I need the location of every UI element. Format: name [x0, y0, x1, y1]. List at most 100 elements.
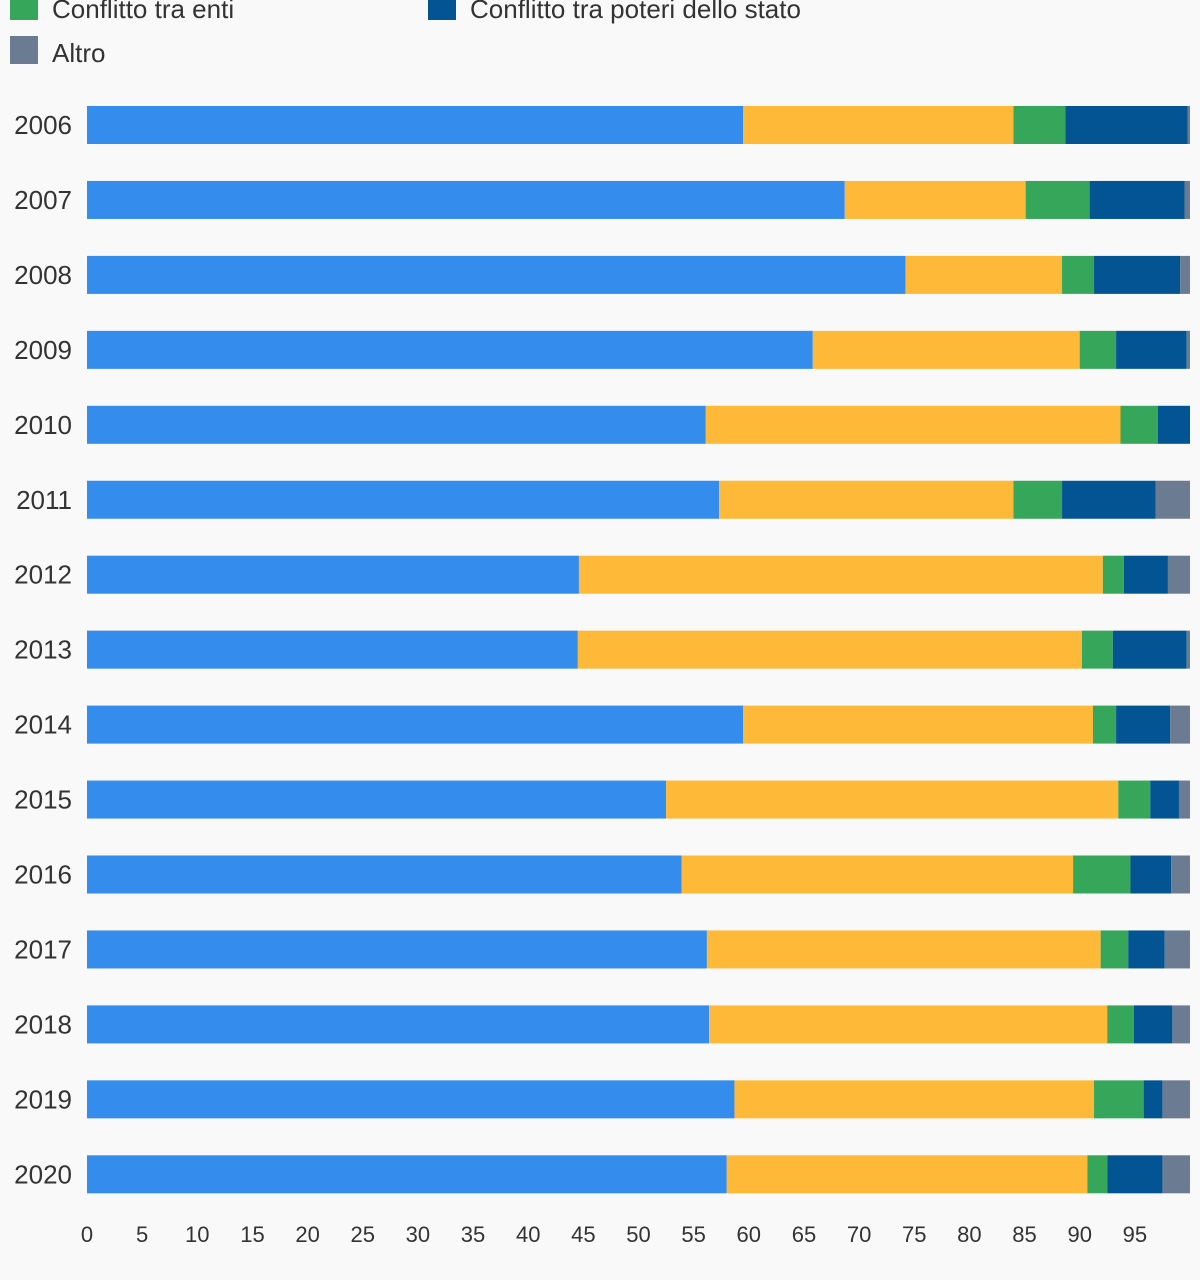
bar-segment-2019-series-4 — [1162, 1080, 1190, 1119]
bar-segment-2007-series-3 — [1089, 180, 1185, 219]
bar-segment-2014-series-1 — [743, 705, 1093, 744]
bar-segment-2010-series-0 — [87, 405, 706, 444]
bar-segment-2015-series-2 — [1118, 780, 1151, 819]
bar-segment-2015-series-4 — [1178, 780, 1190, 819]
bar-segment-2006-series-4 — [1187, 106, 1190, 144]
x-tick-label-0: 0 — [81, 1222, 93, 1247]
x-tick-label-30: 30 — [406, 1222, 430, 1247]
bar-segment-2011-series-2 — [1013, 480, 1063, 519]
bar-segment-2018-series-1 — [709, 1005, 1108, 1044]
bar-segment-2013-series-0 — [87, 630, 578, 669]
bar-segment-2020-series-0 — [87, 1155, 727, 1194]
y-tick-label-2011: 2011 — [16, 485, 72, 515]
bar-segment-2017-series-3 — [1128, 930, 1165, 969]
x-tick-label-10: 10 — [185, 1222, 209, 1247]
bar-segment-2008-series-0 — [87, 255, 906, 294]
y-axis-labels: 2006 2007 2008 2009 2010 2011 2012 2013 2014 2015… — [14, 110, 72, 1189]
bar-segment-2007-series-0 — [87, 180, 845, 219]
x-tick-label-20: 20 — [295, 1222, 319, 1247]
bar-segment-2017-series-1 — [706, 930, 1101, 969]
legend-label-3: Conflitto tra poteri dello stato — [470, 0, 801, 24]
y-tick-label-2013: 2013 — [14, 635, 72, 665]
bar-segment-2012-series-2 — [1102, 555, 1124, 594]
bar-segment-2007-series-2 — [1025, 180, 1090, 219]
x-tick-label-90: 90 — [1067, 1222, 1091, 1247]
bar-segment-2010-series-2 — [1120, 405, 1159, 444]
bar-segment-2013-series-1 — [577, 630, 1082, 669]
y-tick-label-2006: 2006 — [14, 110, 72, 140]
bar-segment-2008-series-3 — [1094, 255, 1181, 294]
legend-label-2: Conflitto tra enti — [52, 0, 234, 24]
x-tick-label-70: 70 — [847, 1222, 871, 1247]
bar-segment-2019-series-3 — [1143, 1080, 1163, 1119]
bar-segment-2016-series-4 — [1171, 855, 1190, 894]
x-tick-label-25: 25 — [351, 1222, 375, 1247]
bar-segment-2017-series-2 — [1100, 930, 1129, 969]
bar-segment-2008-series-2 — [1062, 255, 1095, 294]
bar-segment-2006-series-0 — [87, 106, 744, 144]
bar-segment-2010-series-3 — [1158, 405, 1190, 444]
bar-segment-2006-series-3 — [1065, 106, 1188, 144]
x-tick-label-65: 65 — [792, 1222, 816, 1247]
x-tick-label-40: 40 — [516, 1222, 540, 1247]
bar-segment-2018-series-2 — [1107, 1005, 1134, 1044]
bar-segment-2015-series-3 — [1150, 780, 1179, 819]
bar-segment-2008-series-4 — [1180, 255, 1190, 294]
legend-label-4: Altro — [52, 38, 105, 68]
bar-segment-2012-series-4 — [1167, 555, 1190, 594]
legend-swatch-3 — [428, 0, 456, 20]
bar-segment-2020-series-2 — [1087, 1155, 1108, 1194]
bar-segment-2018-series-0 — [87, 1005, 710, 1044]
bar-segment-2014-series-0 — [87, 705, 744, 744]
bar-segment-2016-series-3 — [1130, 855, 1172, 894]
bar-segment-2018-series-3 — [1133, 1005, 1173, 1044]
bar-segment-2007-series-1 — [844, 180, 1026, 219]
y-tick-label-2010: 2010 — [14, 410, 72, 440]
bar-segment-2014-series-3 — [1116, 705, 1171, 744]
x-tick-label-95: 95 — [1123, 1222, 1147, 1247]
y-tick-label-2009: 2009 — [14, 335, 72, 365]
x-tick-label-80: 80 — [957, 1222, 981, 1247]
y-tick-label-2014: 2014 — [14, 710, 72, 740]
legend-swatch-4 — [10, 36, 38, 64]
bar-segment-2009-series-0 — [87, 330, 813, 369]
bars — [87, 106, 1190, 1194]
legend: Conflitto tra enti Conflitto tra poteri d… — [10, 0, 801, 68]
y-tick-label-2015: 2015 — [14, 785, 72, 815]
bar-segment-2011-series-4 — [1155, 480, 1190, 519]
bar-segment-2017-series-0 — [87, 930, 707, 969]
bar-segment-2011-series-0 — [87, 480, 720, 519]
y-tick-label-2020: 2020 — [14, 1159, 72, 1189]
bar-segment-2019-series-0 — [87, 1080, 735, 1119]
bar-segment-2009-series-1 — [812, 330, 1080, 369]
bar-segment-2013-series-3 — [1112, 630, 1187, 669]
y-tick-label-2018: 2018 — [14, 1009, 72, 1039]
bar-segment-2009-series-4 — [1186, 330, 1190, 369]
bar-segment-2006-series-1 — [743, 106, 1014, 144]
x-tick-label-5: 5 — [136, 1222, 148, 1247]
y-tick-label-2019: 2019 — [14, 1084, 72, 1114]
bar-segment-2018-series-4 — [1172, 1005, 1190, 1044]
y-tick-label-2007: 2007 — [14, 185, 72, 215]
bar-segment-2016-series-2 — [1073, 855, 1131, 894]
x-tick-label-75: 75 — [902, 1222, 926, 1247]
x-axis-labels: 0 5 10 15 20 25 30 35 40 45 50 55 60 65 70 75 80 85 90 95 — [81, 1222, 1147, 1247]
bar-segment-2019-series-2 — [1094, 1080, 1144, 1119]
x-tick-label-60: 60 — [737, 1222, 761, 1247]
bar-segment-2015-series-0 — [87, 780, 667, 819]
bar-segment-2012-series-1 — [578, 555, 1103, 594]
y-tick-label-2017: 2017 — [14, 934, 72, 964]
bar-segment-2014-series-2 — [1092, 705, 1117, 744]
legend-swatch-2 — [10, 0, 38, 20]
x-tick-label-50: 50 — [626, 1222, 650, 1247]
bar-segment-2012-series-0 — [87, 555, 579, 594]
x-tick-label-55: 55 — [681, 1222, 705, 1247]
bar-segment-2011-series-1 — [719, 480, 1014, 519]
bar-segment-2012-series-3 — [1123, 555, 1168, 594]
bar-segment-2020-series-3 — [1107, 1155, 1163, 1194]
x-tick-label-35: 35 — [461, 1222, 485, 1247]
y-tick-label-2008: 2008 — [14, 260, 72, 290]
bar-segment-2013-series-4 — [1186, 630, 1190, 669]
bar-segment-2017-series-4 — [1164, 930, 1190, 969]
